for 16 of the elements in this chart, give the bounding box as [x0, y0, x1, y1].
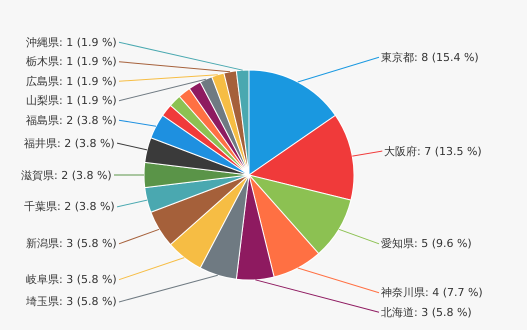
slice-label: 福島県: 2 (3.8 %): [26, 114, 117, 127]
slice-label: 愛知県: 5 (9.6 %): [381, 237, 472, 250]
slice-label: 広島県: 1 (1.9 %): [26, 75, 117, 88]
slice-label: 山梨県: 1 (1.9 %): [26, 94, 117, 107]
slice-label: 神奈川県: 4 (7.7 %): [381, 286, 483, 299]
slice-label: 大阪府: 7 (13.5 %): [384, 145, 482, 158]
slice-label: 沖縄県: 1 (1.9 %): [26, 36, 117, 49]
slice-label: 東京都: 8 (15.4 %): [381, 51, 479, 64]
slice-label: 新潟県: 3 (5.8 %): [26, 237, 117, 250]
slice-label: 滋賀県: 2 (3.8 %): [21, 169, 112, 182]
slice-label: 埼玉県: 3 (5.8 %): [25, 295, 117, 308]
slice-label: 北海道: 3 (5.8 %): [381, 306, 472, 319]
slice-label: 千葉県: 2 (3.8 %): [24, 200, 115, 213]
slice-label: 岐阜県: 3 (5.8 %): [26, 273, 117, 286]
slice-label: 福井県: 2 (3.8 %): [24, 137, 115, 150]
slice-label: 栃木県: 1 (1.9 %): [26, 55, 117, 68]
